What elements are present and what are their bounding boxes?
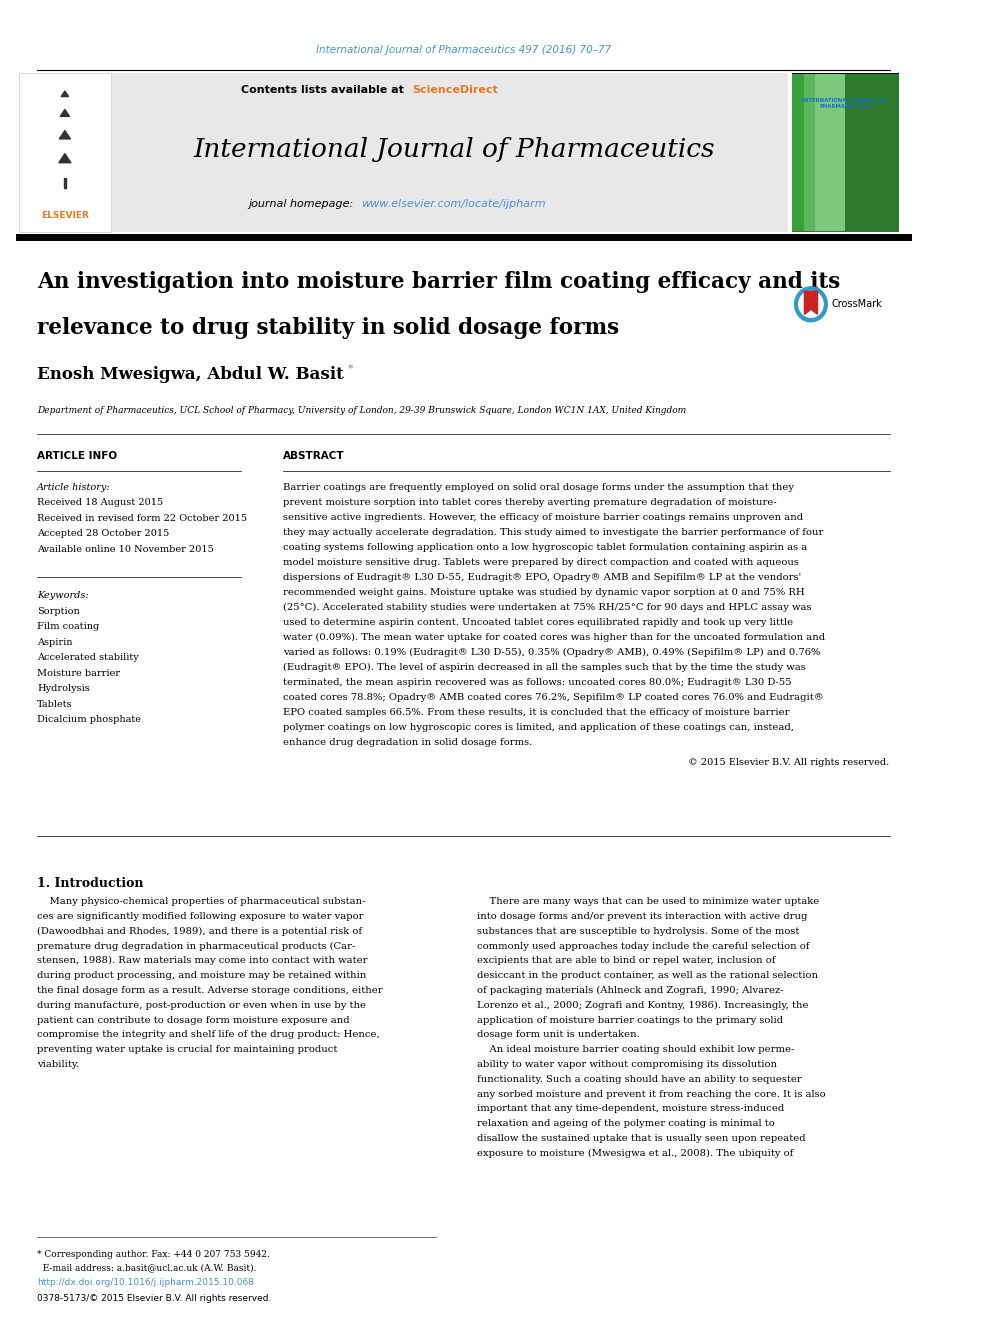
Text: into dosage forms and/or prevent its interaction with active drug: into dosage forms and/or prevent its int… — [477, 912, 807, 921]
Bar — [793, 73, 899, 74]
Text: (Eudragit® EPO). The level of aspirin decreased in all the samples such that by : (Eudragit® EPO). The level of aspirin de… — [283, 663, 806, 672]
Text: dispersions of Eudragit® L30 D-55, Eudragit® EPO, Opadry® AMB and Sepifilm® LP a: dispersions of Eudragit® L30 D-55, Eudra… — [283, 573, 801, 582]
Text: ELSEVIER: ELSEVIER — [41, 212, 89, 220]
Polygon shape — [805, 291, 817, 315]
Text: ScienceDirect: ScienceDirect — [413, 85, 498, 95]
Text: terminated, the mean aspirin recovered was as follows: uncoated cores 80.0%; Eud: terminated, the mean aspirin recovered w… — [283, 677, 792, 687]
Bar — [19, 73, 111, 232]
Text: Aspirin: Aspirin — [37, 638, 72, 647]
Text: Barrier coatings are frequently employed on solid oral dosage forms under the as: Barrier coatings are frequently employed… — [283, 483, 794, 492]
Text: disallow the sustained uptake that is usually seen upon repeated: disallow the sustained uptake that is us… — [477, 1134, 806, 1143]
Text: EPO coated samples 66.5%. From these results, it is concluded that the efficacy : EPO coated samples 66.5%. From these res… — [283, 708, 790, 717]
Text: ARTICLE INFO: ARTICLE INFO — [37, 451, 117, 462]
Bar — [64, 177, 65, 188]
Text: coating systems following application onto a low hygroscopic tablet formulation : coating systems following application on… — [283, 542, 806, 552]
Text: Dicalcium phosphate: Dicalcium phosphate — [37, 716, 141, 725]
Text: Received in revised form 22 October 2015: Received in revised form 22 October 2015 — [37, 513, 247, 523]
Text: excipients that are able to bind or repel water, inclusion of: excipients that are able to bind or repe… — [477, 957, 776, 966]
Text: dosage form unit is undertaken.: dosage form unit is undertaken. — [477, 1031, 640, 1040]
Text: Department of Pharmaceutics, UCL School of Pharmacy, University of London, 29-39: Department of Pharmaceutics, UCL School … — [37, 406, 686, 414]
Text: compromise the integrity and shelf life of the drug product: Hence,: compromise the integrity and shelf life … — [37, 1031, 380, 1040]
Text: application of moisture barrier coatings to the primary solid: application of moisture barrier coatings… — [477, 1016, 784, 1024]
Text: viability.: viability. — [37, 1060, 79, 1069]
Bar — [111, 73, 788, 232]
Text: sensitive active ingredients. However, the efficacy of moisture barrier coatings: sensitive active ingredients. However, t… — [283, 513, 803, 521]
Text: Tablets: Tablets — [37, 700, 72, 709]
Polygon shape — [61, 110, 69, 116]
Text: 1. Introduction: 1. Introduction — [37, 877, 144, 890]
Text: Many physico-chemical properties of pharmaceutical substan-: Many physico-chemical properties of phar… — [37, 897, 366, 906]
Text: www.elsevier.com/locate/ijpharm: www.elsevier.com/locate/ijpharm — [361, 198, 546, 209]
Text: stensen, 1988). Raw materials may come into contact with water: stensen, 1988). Raw materials may come i… — [37, 957, 368, 966]
Text: Sorption: Sorption — [37, 607, 79, 617]
Text: enhance drug degradation in solid dosage forms.: enhance drug degradation in solid dosage… — [283, 738, 532, 747]
Bar — [804, 73, 834, 232]
Text: model moisture sensitive drug. Tablets were prepared by direct compaction and co: model moisture sensitive drug. Tablets w… — [283, 558, 799, 566]
Text: any sorbed moisture and prevent it from reaching the core. It is also: any sorbed moisture and prevent it from … — [477, 1090, 826, 1098]
Text: of packaging materials (Ahlneck and Zografi, 1990; Alvarez-: of packaging materials (Ahlneck and Zogr… — [477, 986, 784, 995]
Text: patient can contribute to dosage form moisture exposure and: patient can contribute to dosage form mo… — [37, 1016, 350, 1024]
Text: during manufacture, post-production or even when in use by the: during manufacture, post-production or e… — [37, 1000, 366, 1009]
Text: International Journal of Pharmaceutics: International Journal of Pharmaceutics — [193, 138, 715, 161]
Text: *: * — [347, 364, 353, 374]
Text: An investigation into moisture barrier film coating efficacy and its: An investigation into moisture barrier f… — [37, 271, 840, 292]
Text: desiccant in the product container, as well as the rational selection: desiccant in the product container, as w… — [477, 971, 818, 980]
Text: ces are significantly modified following exposure to water vapor: ces are significantly modified following… — [37, 912, 364, 921]
Text: the final dosage form as a result. Adverse storage conditions, either: the final dosage form as a result. Adver… — [37, 986, 383, 995]
Text: International Journal of Pharmaceutics 497 (2016) 70–77: International Journal of Pharmaceutics 4… — [315, 45, 611, 56]
Text: CrossMark: CrossMark — [832, 299, 883, 310]
Text: E-mail address: a.basit@ucl.ac.uk (A.W. Basit).: E-mail address: a.basit@ucl.ac.uk (A.W. … — [37, 1263, 257, 1273]
Text: water (0.09%). The mean water uptake for coated cores was higher than for the un: water (0.09%). The mean water uptake for… — [283, 632, 824, 642]
Text: 0378-5173/© 2015 Elsevier B.V. All rights reserved.: 0378-5173/© 2015 Elsevier B.V. All right… — [37, 1294, 272, 1303]
Text: Film coating: Film coating — [37, 622, 99, 631]
Circle shape — [795, 287, 827, 321]
Text: relevance to drug stability in solid dosage forms: relevance to drug stability in solid dos… — [37, 318, 619, 339]
Text: important that any time-dependent, moisture stress-induced: important that any time-dependent, moist… — [477, 1105, 785, 1114]
Text: There are many ways that can be used to minimize water uptake: There are many ways that can be used to … — [477, 897, 819, 906]
Text: ABSTRACT: ABSTRACT — [283, 451, 344, 462]
Polygon shape — [59, 153, 71, 163]
Text: functionality. Such a coating should have an ability to sequester: functionality. Such a coating should hav… — [477, 1074, 803, 1084]
Text: Accelerated stability: Accelerated stability — [37, 654, 139, 663]
Text: used to determine aspirin content. Uncoated tablet cores equilibrated rapidly an: used to determine aspirin content. Uncoa… — [283, 618, 793, 627]
Text: prevent moisture sorption into tablet cores thereby averting premature degradati: prevent moisture sorption into tablet co… — [283, 497, 777, 507]
Text: An ideal moisture barrier coating should exhibit low perme-: An ideal moisture barrier coating should… — [477, 1045, 795, 1054]
Text: exposure to moisture (Mwesigwa et al., 2008). The ubiquity of: exposure to moisture (Mwesigwa et al., 2… — [477, 1148, 794, 1158]
Text: (25°C). Accelerated stability studies were undertaken at 75% RH/25°C for 90 days: (25°C). Accelerated stability studies we… — [283, 603, 811, 613]
Polygon shape — [62, 91, 68, 97]
Text: Contents lists available at: Contents lists available at — [241, 85, 408, 95]
Text: polymer coatings on low hygroscopic cores is limited, and application of these c: polymer coatings on low hygroscopic core… — [283, 722, 794, 732]
Text: Enosh Mwesigwa, Abdul W. Basit: Enosh Mwesigwa, Abdul W. Basit — [37, 366, 344, 382]
Text: ability to water vapor without compromising its dissolution: ability to water vapor without compromis… — [477, 1060, 778, 1069]
Text: Lorenzo et al., 2000; Zografi and Kontny, 1986). Increasingly, the: Lorenzo et al., 2000; Zografi and Kontny… — [477, 1000, 808, 1009]
Text: © 2015 Elsevier B.V. All rights reserved.: © 2015 Elsevier B.V. All rights reserved… — [688, 758, 890, 767]
Text: commonly used approaches today include the careful selection of: commonly used approaches today include t… — [477, 942, 809, 950]
Text: substances that are susceptible to hydrolysis. Some of the most: substances that are susceptible to hydro… — [477, 926, 800, 935]
Text: Moisture barrier: Moisture barrier — [37, 669, 120, 677]
Bar — [814, 73, 845, 232]
Text: Received 18 August 2015: Received 18 August 2015 — [37, 499, 164, 508]
Text: Keywords:: Keywords: — [37, 591, 88, 601]
Bar — [793, 73, 899, 232]
Text: preventing water uptake is crucial for maintaining product: preventing water uptake is crucial for m… — [37, 1045, 337, 1054]
Text: Article history:: Article history: — [37, 483, 111, 492]
Text: (Dawoodbhai and Rhodes, 1989), and there is a potential risk of: (Dawoodbhai and Rhodes, 1989), and there… — [37, 926, 362, 935]
Text: premature drug degradation in pharmaceutical products (Car-: premature drug degradation in pharmaceut… — [37, 942, 355, 951]
Text: they may actually accelerate degradation. This study aimed to investigate the ba: they may actually accelerate degradation… — [283, 528, 823, 537]
Polygon shape — [60, 131, 70, 139]
Bar — [793, 73, 823, 232]
Text: recommended weight gains. Moisture uptake was studied by dynamic vapor sorption : recommended weight gains. Moisture uptak… — [283, 587, 805, 597]
Text: http://dx.doi.org/10.1016/j.ijpharm.2015.10.068: http://dx.doi.org/10.1016/j.ijpharm.2015… — [37, 1278, 254, 1287]
Text: * Corresponding author. Fax: +44 0 207 753 5942.: * Corresponding author. Fax: +44 0 207 7… — [37, 1250, 270, 1259]
Text: INTERNATIONAL JOURNAL OF
PHARMACEUTICS: INTERNATIONAL JOURNAL OF PHARMACEUTICS — [803, 98, 889, 108]
Circle shape — [799, 291, 823, 318]
Text: relaxation and ageing of the polymer coating is minimal to: relaxation and ageing of the polymer coa… — [477, 1119, 775, 1129]
Text: coated cores 78.8%; Opadry® AMB coated cores 76.2%, Sepifilm® LP coated cores 76: coated cores 78.8%; Opadry® AMB coated c… — [283, 693, 823, 703]
Text: during product processing, and moisture may be retained within: during product processing, and moisture … — [37, 971, 366, 980]
Text: Available online 10 November 2015: Available online 10 November 2015 — [37, 545, 214, 554]
Text: Accepted 28 October 2015: Accepted 28 October 2015 — [37, 529, 170, 538]
Text: Hydrolysis: Hydrolysis — [37, 684, 90, 693]
Text: varied as follows: 0.19% (Eudragit® L30 D-55), 0.35% (Opadry® AMB), 0.49% (Sepif: varied as follows: 0.19% (Eudragit® L30 … — [283, 648, 820, 658]
Text: journal homepage:: journal homepage: — [248, 198, 357, 209]
